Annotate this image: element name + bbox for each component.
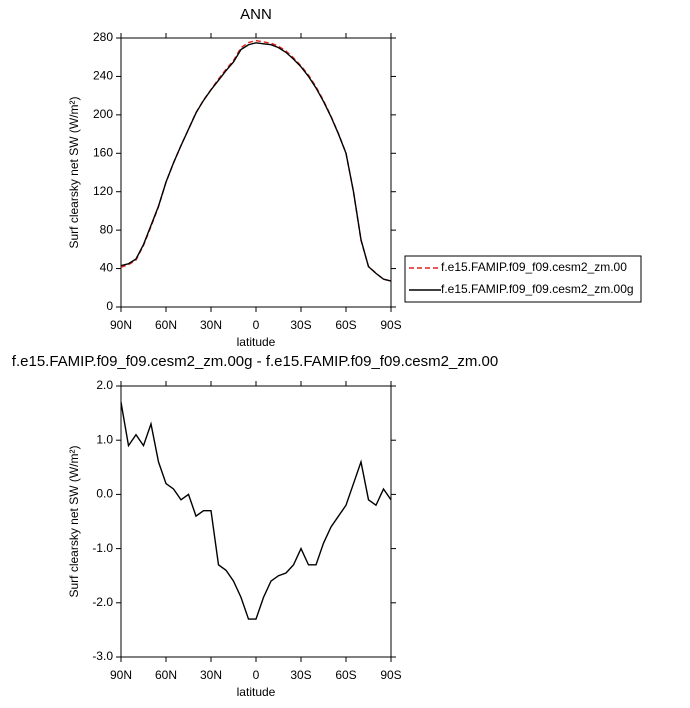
x-tick-label: 30S [290,668,311,682]
plot-frame [120,385,392,658]
y-tick-label: -1.0 [92,541,113,555]
x-tick-label: 0 [253,318,260,332]
x-tick-label: 30S [290,318,311,332]
y-tick-label: -2.0 [92,595,113,609]
x-tick-label: 0 [253,668,260,682]
legend-box [404,255,642,303]
chart-title: f.e15.FAMIP.f09_f09.cesm2_zm.00g - f.e15… [12,353,498,370]
y-tick-label: 1.0 [96,432,113,446]
x-tick-label: 90S [380,668,401,682]
x-tick-label: 30N [200,318,222,332]
x-tick-label: 60S [335,668,356,682]
x-tick-label: 90N [110,668,132,682]
y-tick-label: 160 [93,145,113,159]
legend-label: f.e15.FAMIP.f09_f09.cesm2_zm.00g [441,282,634,296]
data-line [120,402,392,620]
y-tick-label: 240 [93,69,113,83]
plot-frame [120,37,392,308]
x-tick-label: 90S [380,318,401,332]
y-tick-label: 280 [93,30,113,44]
y-tick-label: -3.0 [92,649,113,663]
y-tick-label: 200 [93,107,113,121]
y-axis-label: Surf clearsky net SW (W/m²) [67,445,81,597]
legend-label: f.e15.FAMIP.f09_f09.cesm2_zm.00 [441,260,627,274]
x-tick-label: 60N [155,668,177,682]
x-axis-label: latitude [237,685,276,699]
x-tick-label: 60S [335,318,356,332]
y-tick-label: 120 [93,184,113,198]
y-axis-label: Surf clearsky net SW (W/m²) [67,96,81,248]
y-tick-label: 80 [100,222,114,236]
y-tick-label: 40 [100,261,114,275]
x-tick-label: 60N [155,318,177,332]
y-tick-label: 0 [106,299,113,313]
y-tick-label: 0.0 [96,487,113,501]
data-line [120,42,392,282]
x-axis-label: latitude [237,335,276,349]
x-tick-label: 30N [200,668,222,682]
x-tick-label: 90N [110,318,132,332]
chart-title: ANN [240,6,272,23]
data-line [120,39,392,282]
y-tick-label: 2.0 [96,378,113,392]
